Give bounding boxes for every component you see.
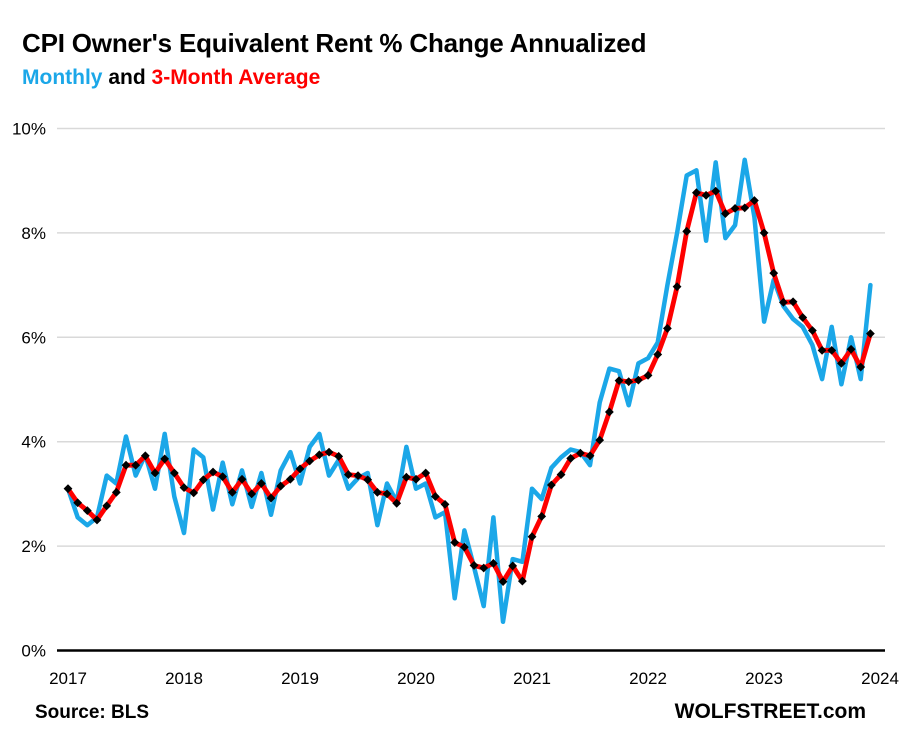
x-tick-label: 2022 xyxy=(629,669,667,688)
y-tick-label: 2% xyxy=(21,537,46,556)
y-tick-label: 4% xyxy=(21,433,46,452)
y-tick-label: 0% xyxy=(21,642,46,661)
y-tick-label: 8% xyxy=(21,224,46,243)
source-attribution: Source: BLS xyxy=(35,702,150,723)
y-tick-label: 10% xyxy=(12,120,46,139)
chart-subtitle: Monthly and 3-Month Average xyxy=(22,66,320,90)
series-monthly-line xyxy=(65,157,873,625)
x-tick-label: 2024 xyxy=(861,669,899,688)
x-tick-label: 2019 xyxy=(281,669,319,688)
chart-title: CPI Owner's Equivalent Rent % Change Ann… xyxy=(22,28,647,58)
wolfstreet-logo-text: WOLFSTREET.com xyxy=(674,700,866,723)
legend-monthly-label: Monthly xyxy=(22,66,103,89)
x-tick-label: 2020 xyxy=(397,669,435,688)
y-tick-label: 6% xyxy=(21,328,46,347)
x-tick-label: 2017 xyxy=(49,669,87,688)
x-tick-label: 2023 xyxy=(745,669,783,688)
series-3mo-average-line xyxy=(65,188,873,584)
x-tick-label: 2018 xyxy=(165,669,203,688)
x-tick-label: 2021 xyxy=(513,669,551,688)
legend-joiner-text: and xyxy=(108,66,146,89)
legend-3mo-average-label: 3-Month Average xyxy=(151,66,321,89)
